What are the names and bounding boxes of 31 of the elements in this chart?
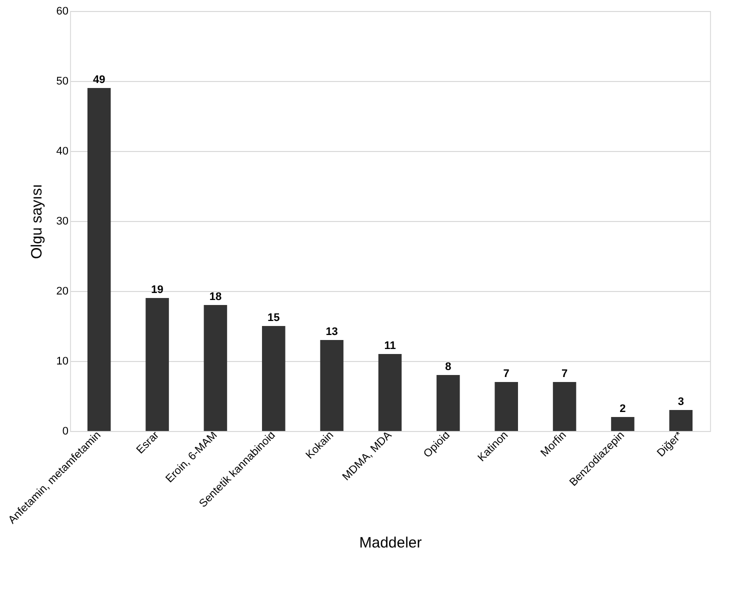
data-label: 19 bbox=[151, 284, 164, 296]
y-tick-label: 0 bbox=[62, 426, 68, 438]
bar bbox=[669, 410, 693, 431]
data-label: 8 bbox=[445, 361, 452, 373]
bar bbox=[436, 375, 460, 431]
bar bbox=[87, 88, 111, 431]
y-tick-label: 60 bbox=[56, 6, 68, 18]
y-axis-title: Olgu sayısı bbox=[28, 184, 46, 260]
data-label: 49 bbox=[92, 74, 106, 86]
x-axis-title: Maddeler bbox=[359, 534, 422, 552]
data-label: 18 bbox=[209, 291, 222, 303]
bar bbox=[262, 326, 286, 431]
y-tick-label: 50 bbox=[56, 76, 68, 88]
y-tick-label: 20 bbox=[56, 286, 68, 298]
bar bbox=[204, 305, 228, 431]
y-tick-label: 40 bbox=[56, 146, 68, 158]
data-label: 7 bbox=[503, 368, 510, 380]
y-tick-label: 30 bbox=[56, 216, 68, 228]
data-label: 15 bbox=[268, 312, 280, 324]
bar bbox=[146, 298, 169, 431]
data-label: 2 bbox=[620, 403, 626, 415]
y-tick-label: 10 bbox=[56, 356, 68, 368]
bar bbox=[320, 340, 344, 431]
data-label: 13 bbox=[326, 326, 338, 338]
bar bbox=[378, 354, 402, 431]
data-label: 11 bbox=[384, 340, 396, 352]
bar bbox=[494, 382, 518, 431]
bar bbox=[552, 382, 576, 431]
data-label: 7 bbox=[561, 368, 568, 380]
bar bbox=[611, 417, 634, 431]
data-label: 3 bbox=[678, 396, 684, 408]
